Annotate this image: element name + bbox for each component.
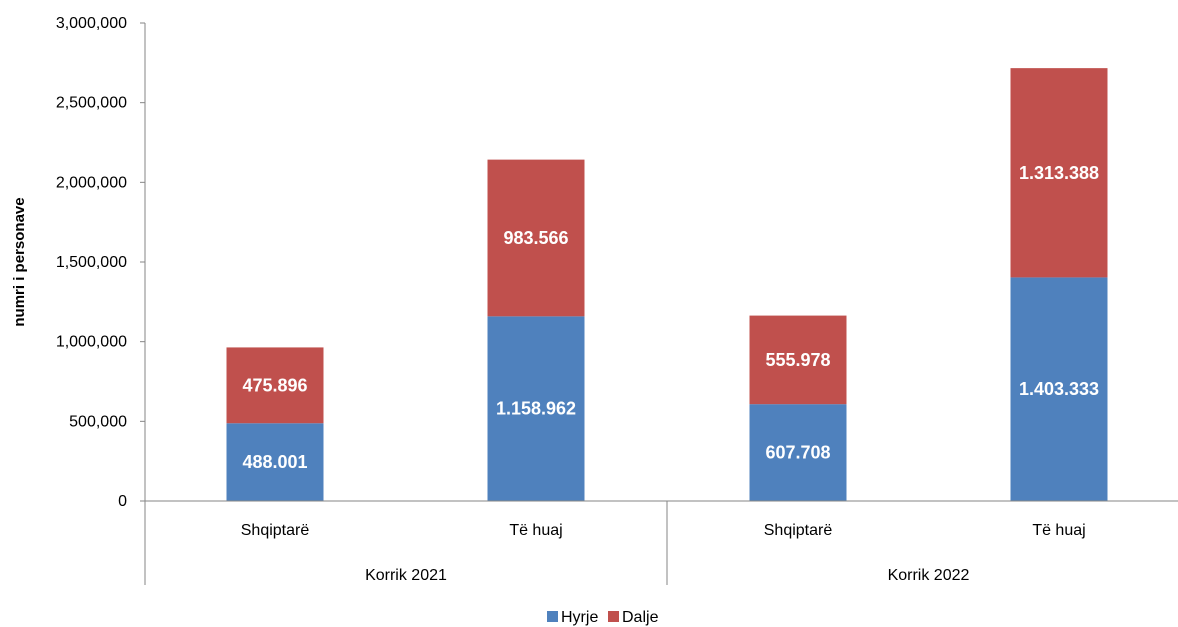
data-label: 607.708 — [765, 443, 830, 463]
bars: 488.001 475.896 1.158.962 983.566 607.708 555… — [226, 68, 1108, 501]
x-group-label: Korrik 2021 — [365, 567, 447, 584]
x-category-label: Të huaj — [1032, 522, 1085, 539]
bar-dalje-segment — [749, 315, 847, 405]
bar-hyrje-segment — [749, 404, 847, 501]
data-label: 555.978 — [765, 350, 830, 370]
y-tick-label: 1,500,000 — [56, 254, 127, 271]
bar-dalje-segment — [487, 159, 585, 317]
bar-hyrje-segment — [226, 423, 324, 501]
data-label: 475.896 — [242, 375, 307, 395]
bar-dalje-segment — [1010, 68, 1108, 278]
bar-hyrje-segment — [487, 316, 585, 501]
x-category-label: Shqiptarë — [764, 522, 833, 539]
legend-swatch-hyrje — [547, 611, 558, 622]
bar-dalje-segment — [226, 347, 324, 424]
data-label: 1.313.388 — [1019, 163, 1099, 183]
legend: Hyrje Dalje — [547, 609, 659, 626]
y-tick-label: 0 — [118, 493, 127, 510]
y-axis: 0 500,000 1,000,000 1,500,000 2,000,000 2,500… — [56, 15, 146, 510]
legend-swatch-dalje — [608, 611, 619, 622]
legend-label: Hyrje — [561, 609, 598, 626]
data-label: 488.001 — [242, 452, 307, 472]
x-category-label: Të huaj — [509, 522, 562, 539]
x-group-label: Korrik 2022 — [888, 567, 970, 584]
x-axis: Shqiptarë Të huaj Shqiptarë Të huaj Korrik 2… — [144, 500, 1178, 585]
y-axis-label: numri i personave — [11, 197, 28, 326]
bar-hyrje-segment — [1010, 277, 1108, 501]
y-tick-label: 3,000,000 — [56, 15, 127, 32]
y-tick-label: 500,000 — [69, 413, 127, 430]
y-tick-label: 2,000,000 — [56, 174, 127, 191]
data-label: 1.403.333 — [1019, 379, 1099, 399]
data-label: 1.158.962 — [496, 399, 576, 419]
x-category-label: Shqiptarë — [241, 522, 310, 539]
y-tick-label: 2,500,000 — [56, 95, 127, 112]
legend-label: Dalje — [622, 609, 659, 626]
data-label: 983.566 — [503, 228, 568, 248]
y-tick-label: 1,000,000 — [56, 334, 127, 351]
